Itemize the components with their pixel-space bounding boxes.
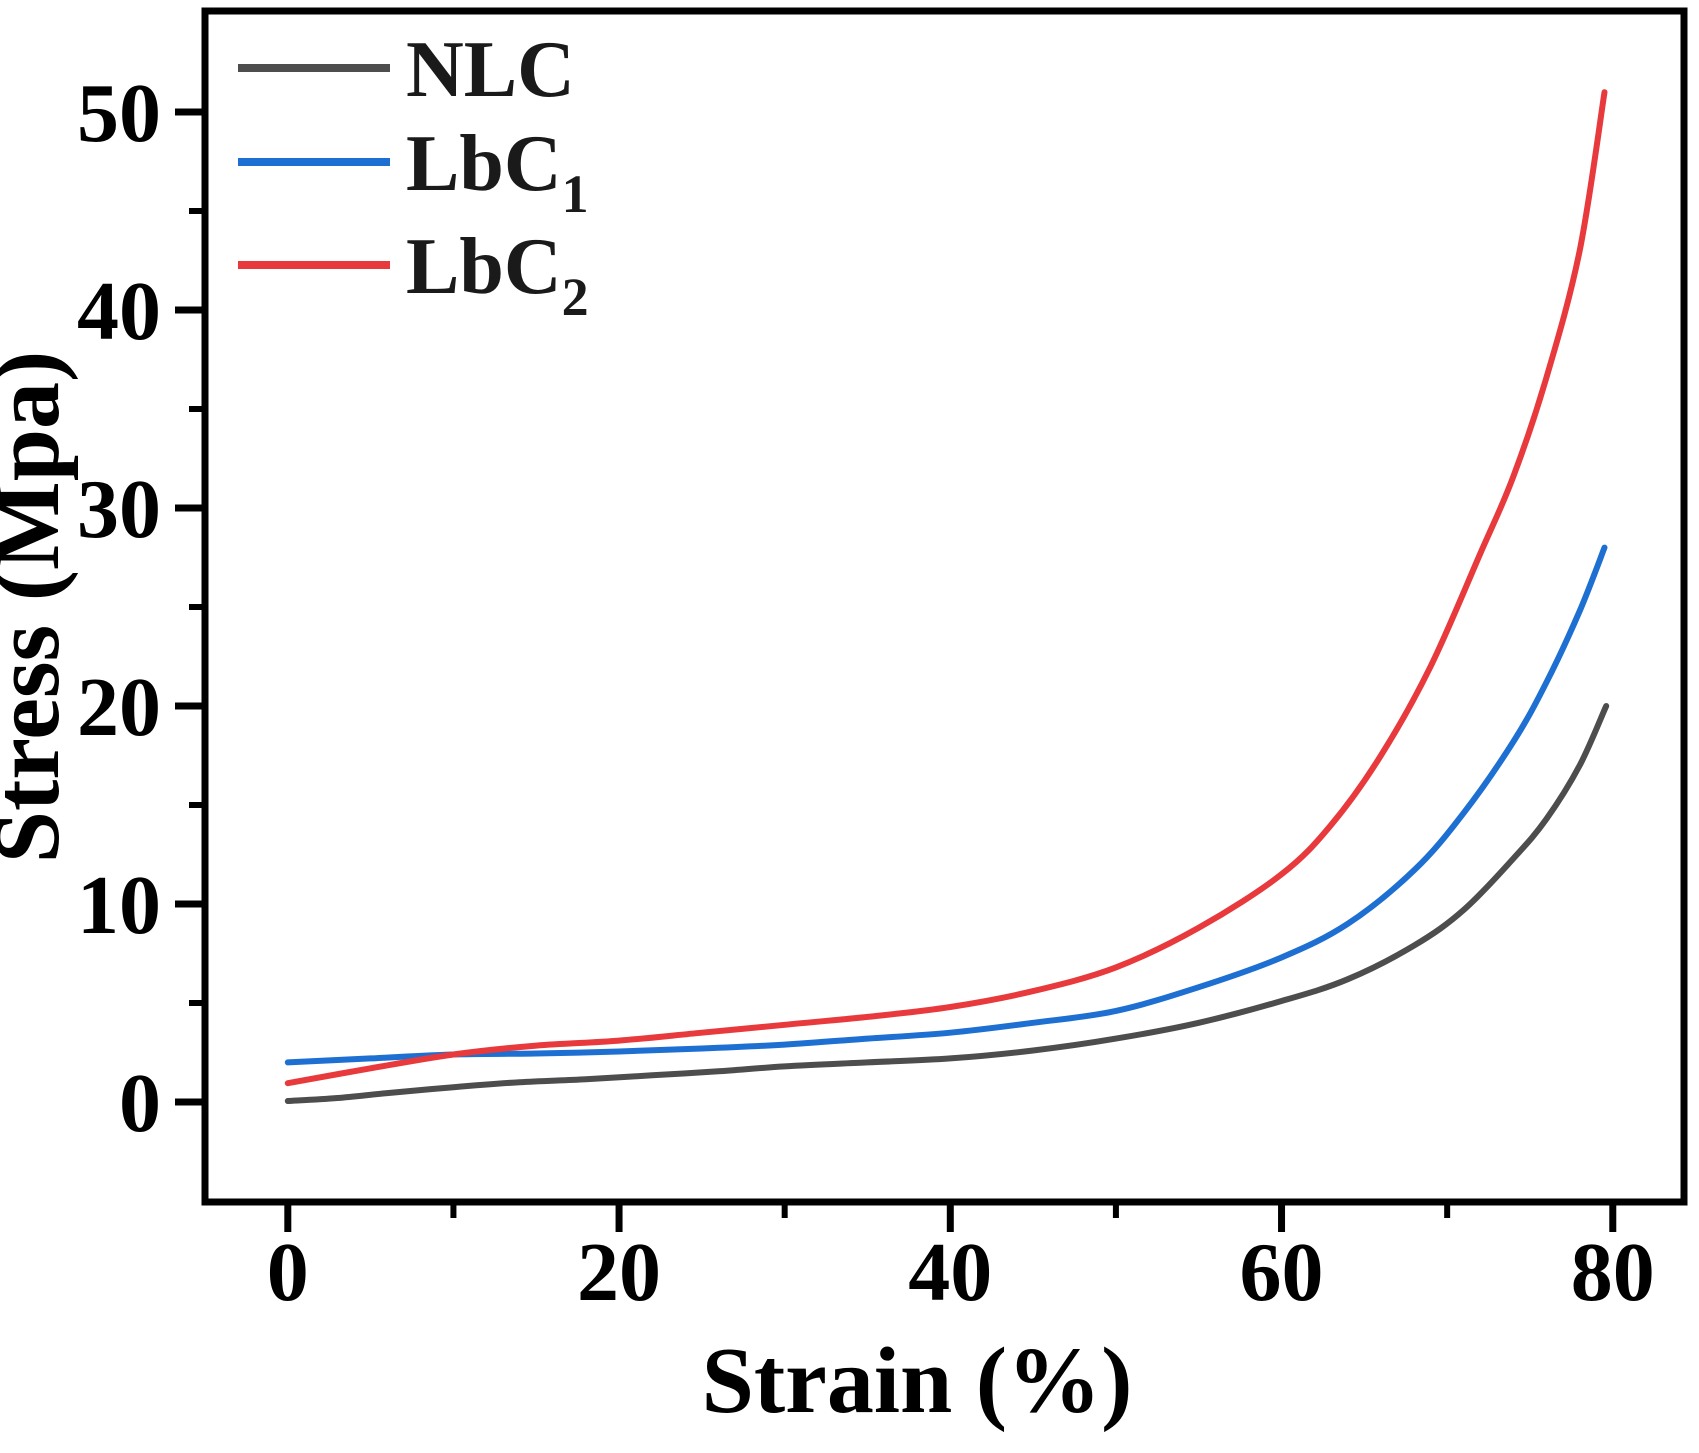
x-tick-label: 20: [577, 1226, 661, 1319]
axis-ticks: [175, 108, 1617, 1232]
y-tick-label: 30: [77, 463, 161, 556]
series-curve-NLC: [284, 703, 1610, 1104]
x-axis-title: Strain (%): [702, 1329, 1133, 1433]
series-curve-LbC2: [284, 89, 1608, 1087]
legend-label: NLC: [406, 26, 575, 114]
x-tick-label: 40: [908, 1226, 992, 1319]
y-tick-label: 10: [77, 859, 161, 952]
series-curve-LbC1: [284, 544, 1608, 1066]
y-tick-label: 40: [77, 265, 161, 358]
legend-item-LbC2: LbC2: [238, 223, 589, 327]
y-tick-label: 0: [119, 1057, 161, 1150]
legend-label: LbC2: [406, 223, 589, 327]
legend-item-NLC: NLC: [238, 26, 575, 114]
y-tick-label: 20: [77, 661, 161, 754]
series-curves: [284, 89, 1610, 1104]
y-axis-title: Stress (Mpa): [0, 351, 79, 864]
x-tick-label: 60: [1240, 1226, 1324, 1319]
x-tick-label: 0: [267, 1226, 309, 1319]
legend-item-LbC1: LbC1: [238, 120, 589, 224]
x-tick-label: 80: [1571, 1226, 1655, 1319]
tick-labels: 0 20 40 60 80 0 10 20 30 40 50: [77, 67, 1655, 1319]
legend-label: LbC1: [406, 120, 589, 224]
y-tick-label: 50: [77, 67, 161, 160]
